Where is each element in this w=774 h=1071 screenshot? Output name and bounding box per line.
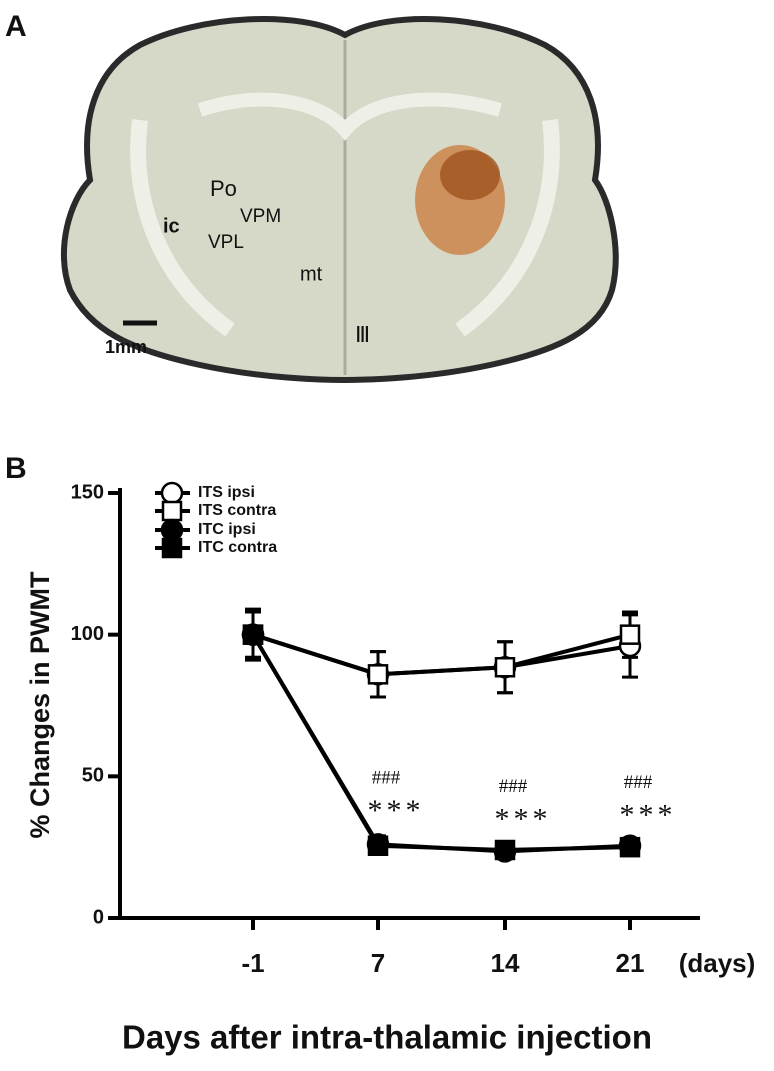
scale-label: 1mm [105, 337, 147, 357]
y-tick-label: 150 [71, 481, 104, 503]
annotation-star: *** [368, 794, 425, 827]
region-label: VPM [240, 206, 281, 227]
white-matter [197, 92, 502, 141]
legend-marker [160, 518, 184, 542]
y-tick-label: 100 [71, 623, 104, 645]
panel-label: B [5, 452, 27, 485]
y-tick-label: 0 [93, 906, 104, 928]
legend-label: ITC ipsi [198, 521, 256, 538]
x-unit: (days) [679, 948, 756, 978]
region-label: mt [300, 263, 323, 285]
series-line [251, 633, 631, 853]
x-tick-label: 21 [616, 948, 645, 978]
panel-label: A [5, 10, 27, 43]
data-point [367, 835, 389, 856]
x-tick-label: 7 [371, 948, 385, 978]
legend-label: ITC contra [198, 539, 277, 556]
annotation-star: *** [495, 803, 552, 836]
internal-capsule [130, 119, 235, 337]
region-label: Ⅲ [355, 322, 370, 347]
y-tick-label: 50 [82, 765, 104, 787]
panel-a: A Po VPM VPL ic mt Ⅲ 1mm [0, 0, 774, 390]
region-label: VPL [208, 232, 244, 253]
annotation-hash: ### [499, 776, 528, 797]
series-line [251, 633, 631, 854]
data-point [619, 624, 641, 645]
y-axis-label: % Changes in PWMT [25, 571, 55, 839]
annotation-hash: ### [372, 768, 401, 789]
x-tick-label: -1 [241, 948, 264, 978]
data-point [367, 664, 389, 685]
internal-capsule [455, 119, 560, 337]
data-point [494, 839, 516, 861]
legend-marker [161, 500, 183, 522]
x-axis-label: Days after intra-thalamic injection [122, 1019, 652, 1056]
annotation-hash: ### [624, 772, 653, 793]
data-point [619, 836, 641, 858]
series-line [252, 632, 631, 677]
annotation-star: *** [620, 798, 677, 831]
data-point [242, 624, 264, 645]
legend-label: ITS contra [198, 502, 276, 519]
x-tick-label: 14 [491, 948, 520, 978]
region-label: ic [163, 215, 180, 237]
data-point [494, 657, 516, 678]
legend-label: ITS ipsi [198, 484, 255, 501]
legend-marker [161, 537, 183, 559]
region-label: Po [210, 176, 237, 201]
stain [440, 150, 500, 200]
legend-marker [160, 481, 184, 505]
